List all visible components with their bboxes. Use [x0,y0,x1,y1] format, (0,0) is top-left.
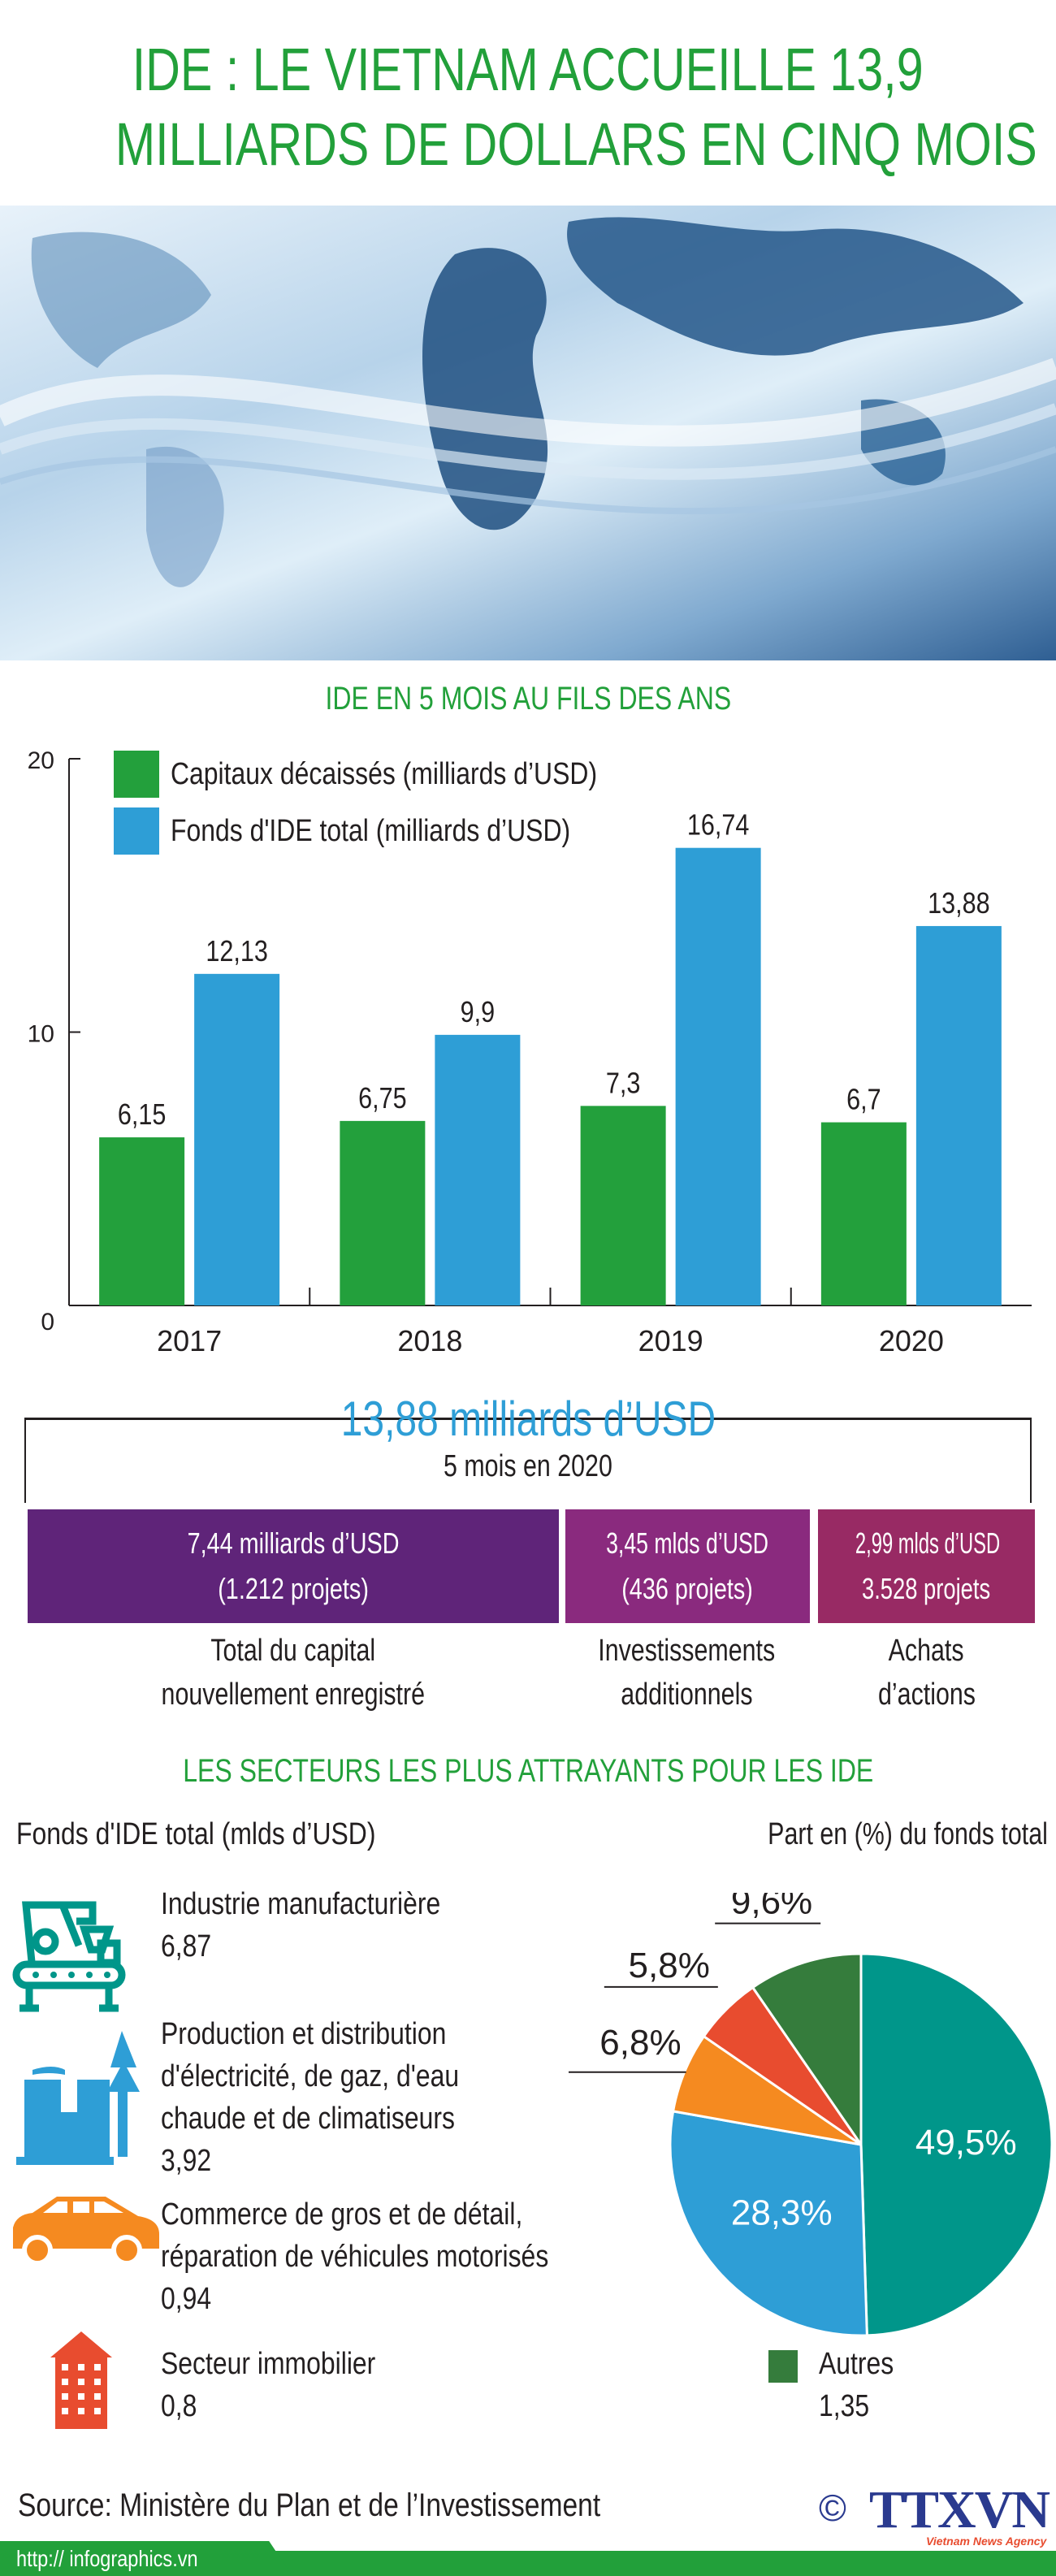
label-additional: Investissements additionnels [598,1634,775,1712]
page-title: IDE : LE VIETNAM ACCUEILLE 13,9 MILLIARD… [0,32,1056,182]
bar-value-label: 6,15 [118,1099,167,1132]
bar-disbursed-2017 [99,1137,185,1305]
pie-slice-label: 5,8% [629,1946,710,1985]
chart-legend: Capitaux décaissés (milliards d’USD) Fon… [114,747,926,858]
label-share-purchases: Achats d’actions [877,1634,976,1712]
sector-real-estate: Secteur immobilier 0,8 [161,2347,376,2423]
sector-manufacturing: Industrie manufacturière 6,87 [161,1887,441,1963]
hero-world-map-image [0,206,1056,660]
source-text: Source: Ministère du Plan et de l’Invest… [18,2487,601,2523]
box-share-purchases: 2,99 mlds d’USD 3.528 projets [818,1509,1035,1623]
x-tick-label: 2019 [638,1324,703,1357]
bar-chart: 0 10 20 6,15 12,13 2017 6,75 9,9 2018 7,3 16,74 201… [28,747,1032,1357]
y-tick-label: 0 [41,1309,54,1336]
pie-slice-28,3% [669,2110,868,2337]
pie-slice-label: 28,3% [731,2193,833,2233]
x-tick-label: 2018 [397,1324,462,1357]
pie-slice-label: 6,8% [599,2023,681,2063]
sectors-left-header: Fonds d'IDE total (mlds d’USD) [16,1817,376,1851]
summary-period: 5 mois en 2020 [444,1449,612,1483]
summary-total: 13,88 milliards d’USD [340,1392,716,1446]
factory-robot-icon [12,1901,126,2012]
ttxvn-logo-subtitle: Vietnam News Agency [926,2535,1047,2548]
footer-url-link[interactable]: http:// infographics.vn [0,2541,292,2576]
power-plant-icon [16,2031,140,2165]
y-tick-label: 20 [28,747,54,774]
bar-value-label: 7,3 [606,1067,641,1100]
pie-slice-label: 49,5% [915,2123,1017,2163]
box-new-capital: 7,44 milliards d’USD (1.212 projets) [28,1509,559,1623]
pie-slice-label: 9,6% [731,1893,812,1922]
bar-total-2018 [435,1034,521,1305]
bar-value-label: 9,9 [461,997,496,1029]
legend-swatch-autres [768,2350,798,2383]
bar-value-label: 13,88 [928,888,990,920]
bar-disbursed-2020 [820,1122,907,1305]
box-additional: 3,45 mlds d’USD (436 projets) [565,1509,810,1623]
copyright-icon: © [819,2487,846,2529]
legend-autres: Autres 1,35 [819,2347,894,2423]
sector-commerce: Commerce de gros et de détail, réparation… [161,2197,549,2316]
sector-electricity: Production et distribution d'électricité,… [161,2017,460,2178]
legend-item-total: Fonds d'IDE total (milliards d’USD) [114,804,926,858]
pie-header: Part en (%) du fonds total [768,1817,1048,1851]
title-line-2: MILLIARDS DE DOLLARS EN CINQ MOIS [115,110,1037,178]
building-icon [50,2331,112,2429]
world-map-illustration [0,217,1056,587]
summary-bracket [24,1418,1032,1503]
label-new-capital: Total du capital nouvellement enregistré [161,1634,426,1712]
legend-swatch-blue [114,807,159,855]
y-tick-label: 10 [28,1021,54,1048]
bar-value-label: 6,7 [846,1084,881,1116]
x-tick-label: 2017 [157,1324,222,1357]
pie-chart: 49,5% 28,3% 6,8% 5,8% 9,6% [569,1893,1054,2337]
bar-total-2019 [675,847,761,1305]
bar-total-2017 [194,973,280,1305]
bar-disbursed-2018 [340,1120,426,1305]
pie-slice-9,6% [751,1952,863,2149]
bar-value-label: 6,75 [358,1083,407,1115]
sectors-title: LES SECTEURS LES PLUS ATTRAYANTS POUR LE… [182,1753,874,1789]
legend-item-disbursed: Capitaux décaissés (milliards d’USD) [114,747,926,801]
title-line-1: IDE : LE VIETNAM ACCUEILLE 13,9 [132,36,924,103]
bar-chart-title: IDE EN 5 MOIS AU FILS DES ANS [325,681,731,717]
x-tick-label: 2020 [879,1324,944,1357]
bar-value-label: 16,74 [687,809,750,842]
pie-slice-49,5% [859,1952,1054,2337]
bar-value-label: 12,13 [206,936,268,968]
bar-total-2020 [915,925,1002,1305]
bar-disbursed-2019 [580,1106,666,1305]
legend-swatch-green [114,751,159,798]
ttxvn-logo: TTXVN [869,2480,1050,2539]
car-icon [13,2197,159,2266]
